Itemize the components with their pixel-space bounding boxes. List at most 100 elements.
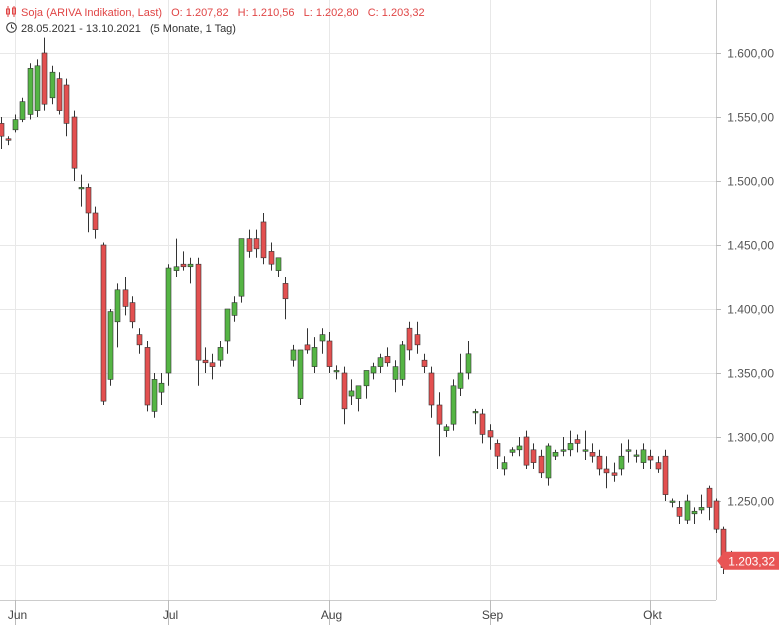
candle-body: [238, 238, 245, 297]
candle-body: [421, 359, 428, 367]
candle-body: [260, 221, 267, 259]
candle-body: [304, 344, 311, 351]
candle: [246, 229, 253, 258]
candle: [647, 449, 654, 469]
x-tick-label: Okt: [643, 608, 662, 622]
candle-body: [640, 449, 647, 463]
candle: [370, 362, 377, 380]
close-value: C: 1.203,32: [367, 7, 425, 19]
candle-body: [129, 302, 136, 323]
candle-body: [78, 187, 85, 190]
candle-body: [187, 263, 194, 268]
candle-body: [231, 302, 238, 316]
candle: [560, 437, 567, 457]
y-tick-label: 1.250,00: [727, 495, 774, 509]
candle: [450, 379, 457, 431]
candle: [545, 443, 552, 486]
candle-body: [436, 404, 443, 425]
candle-body: [224, 308, 231, 342]
last-price-label: 1.203,32: [728, 554, 775, 568]
candle: [684, 494, 691, 525]
candle: [574, 434, 581, 453]
candle: [552, 449, 559, 461]
candle-body: [275, 257, 282, 271]
x-tick-label: Aug: [321, 608, 342, 622]
candle: [443, 424, 450, 437]
candle: [5, 136, 12, 146]
candle-body: [582, 449, 589, 452]
candle-body: [63, 84, 70, 124]
candle-body: [428, 372, 435, 406]
y-tick-label: 1.400,00: [727, 303, 774, 317]
x-axis-labels: Jun Jul Aug Sep Okt: [8, 600, 662, 625]
candle: [268, 242, 275, 271]
candle: [34, 59, 41, 117]
candle-body: [479, 413, 486, 435]
candle-body: [560, 449, 567, 452]
y-tick-label: 1.550,00: [727, 111, 774, 125]
candle: [326, 332, 333, 373]
candle: [107, 309, 114, 386]
candle-body: [625, 449, 632, 452]
candle: [399, 341, 406, 386]
candle: [122, 277, 129, 316]
candle: [282, 277, 289, 320]
candle: [625, 439, 632, 463]
candle: [640, 443, 647, 469]
candle-body: [12, 119, 19, 131]
candle-body: [217, 347, 224, 361]
candle: [428, 366, 435, 418]
candle-body: [319, 334, 326, 342]
candle: [494, 439, 501, 469]
candle: [355, 385, 362, 412]
candle-body: [414, 334, 421, 346]
candle-body: [552, 452, 559, 457]
candle: [582, 430, 589, 461]
candle: [436, 392, 443, 457]
candle: [698, 494, 705, 514]
candle: [611, 462, 618, 482]
candle: [136, 328, 143, 354]
candle-body: [603, 468, 610, 474]
candle: [49, 65, 56, 105]
candle: [71, 110, 78, 181]
candle-body: [691, 510, 698, 515]
candle: [596, 449, 603, 476]
candle-body: [136, 334, 143, 346]
candle: [290, 344, 297, 367]
candle: [56, 72, 63, 115]
candle-body: [202, 359, 209, 364]
candle-body: [173, 266, 180, 271]
y-tick-label: 1.350,00: [727, 367, 774, 381]
candle: [231, 296, 238, 322]
candle-body: [333, 370, 340, 373]
candle-body: [465, 353, 472, 374]
candle-body: [268, 251, 275, 265]
candle-body: [618, 455, 625, 470]
chart-title: Soja (ARIVA Indikation, Last): [21, 7, 163, 19]
candle-body: [509, 449, 516, 453]
candle-body: [457, 372, 464, 389]
candle: [275, 257, 282, 277]
candle: [19, 97, 26, 123]
y-axis-labels: 1.250,00 1.300,00 1.350,00 1.400,00 1.450,00…: [716, 47, 774, 509]
candle-body: [567, 443, 574, 451]
grid: [0, 0, 716, 600]
x-tick-label: Jun: [8, 608, 27, 622]
candle: [151, 373, 158, 418]
candle-body: [326, 340, 333, 367]
candle: [414, 321, 421, 354]
candle-body: [494, 443, 501, 457]
candle-body: [487, 430, 494, 438]
candle: [100, 242, 107, 405]
candle-body: [41, 52, 48, 105]
candle-body: [611, 472, 618, 476]
candle-body: [19, 101, 26, 120]
low-value: L: 1.202,80: [303, 7, 359, 19]
candle-body: [158, 382, 165, 393]
candle-body: [311, 347, 318, 367]
period-label: (5 Monate, 1 Tag): [149, 23, 236, 35]
candle: [209, 353, 216, 380]
candle: [421, 353, 428, 373]
candle: [304, 328, 311, 354]
